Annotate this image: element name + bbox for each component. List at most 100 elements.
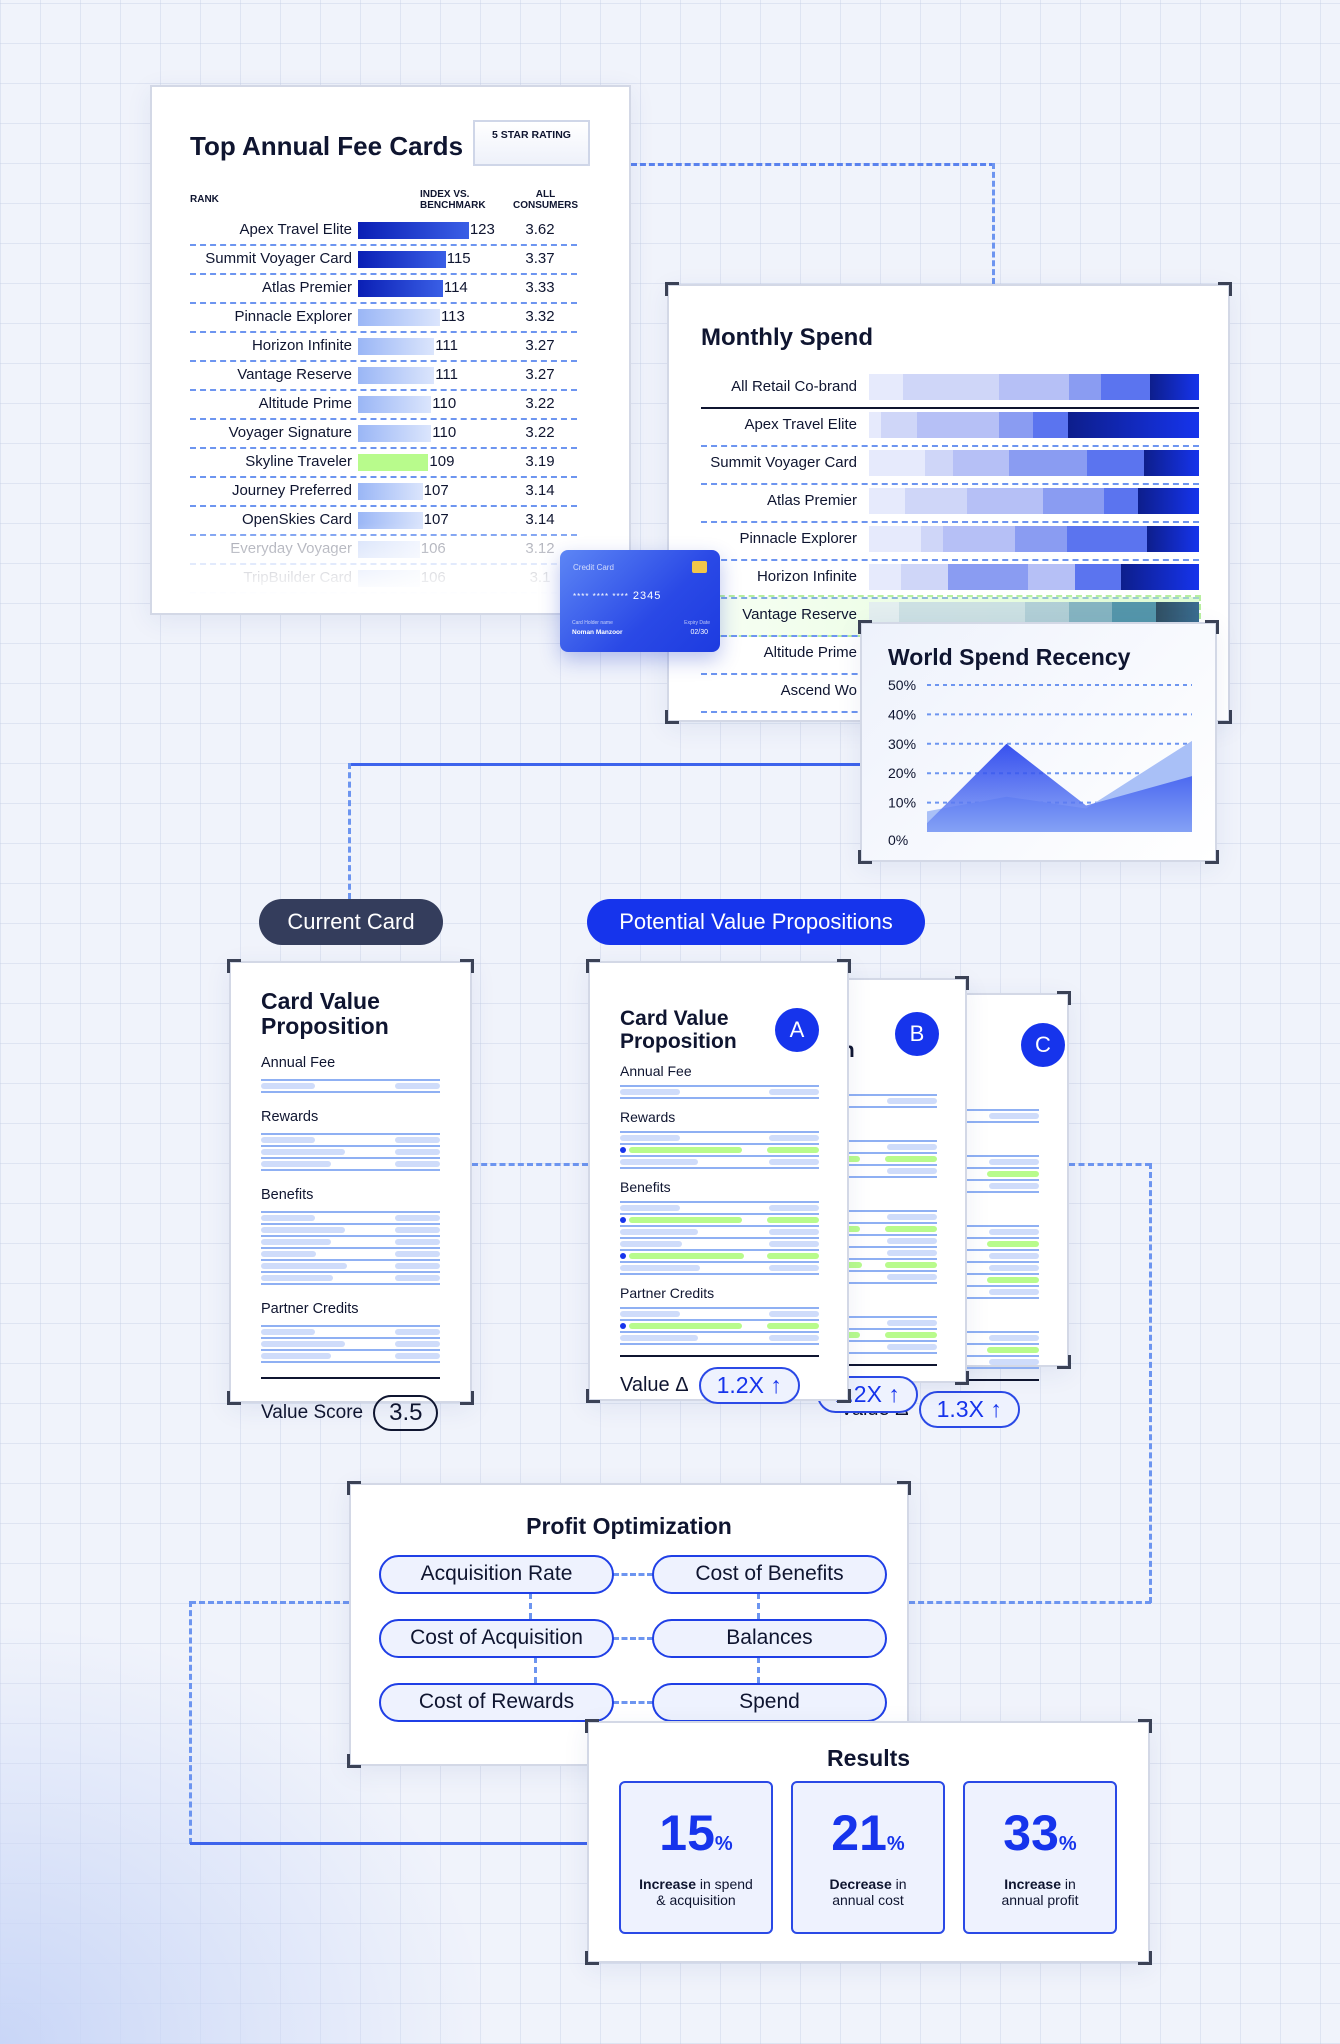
heat-segment xyxy=(925,450,954,476)
caption-line2: annual cost xyxy=(832,1892,904,1908)
placeholder-bar xyxy=(767,1323,819,1329)
dot-icon xyxy=(620,1147,626,1153)
placeholder-bar xyxy=(989,1265,1039,1271)
table-row[interactable]: Summit Voyager Card 115 3.37 xyxy=(190,246,577,275)
area-chart: 50% 40% 30% 20% 10% 0% xyxy=(888,677,1192,848)
section-label: Partner Credits xyxy=(620,1285,715,1301)
cost-of-rewards[interactable]: Cost of Rewards xyxy=(379,1683,614,1722)
spend[interactable]: Spend xyxy=(652,1683,887,1722)
heat-segment xyxy=(943,526,1016,552)
cost-of-acquisition[interactable]: Cost of Acquisition xyxy=(379,1619,614,1658)
placeholder-line xyxy=(620,1237,819,1249)
table-row[interactable]: Apex Travel Elite 123 3.62 xyxy=(190,217,577,246)
placeholder-line xyxy=(620,1307,819,1319)
row-divider xyxy=(701,407,1199,409)
consumers-value: 3.27 xyxy=(525,366,555,383)
table-row[interactable]: Voyager Signature 110 3.22 xyxy=(190,420,577,449)
heat-segment xyxy=(1121,564,1199,590)
placeholder-bar xyxy=(629,1253,745,1259)
placeholder-bar xyxy=(769,1135,819,1141)
card-name: Pinnacle Explorer xyxy=(739,530,857,547)
stat-value: 33% xyxy=(965,1805,1115,1872)
value-proposition-card-a[interactable]: Card Value Proposition A Annual Fee Rewards B… xyxy=(586,959,851,1404)
placeholder-bar xyxy=(620,1265,700,1271)
index-bar xyxy=(358,309,440,326)
heat-segment xyxy=(916,412,999,438)
balances[interactable]: Balances xyxy=(652,1619,887,1658)
consumers-value: 3.27 xyxy=(525,337,555,354)
section-lines xyxy=(261,1325,440,1363)
caption-rest: in xyxy=(891,1876,907,1892)
heat-segment xyxy=(869,564,902,590)
spend-row[interactable]: Apex Travel Elite xyxy=(701,407,1199,447)
panel-title: Top Annual Fee Cards xyxy=(190,131,464,161)
table-row[interactable]: Skyline Traveler 109 3.19 xyxy=(190,449,577,478)
acquisition-rate[interactable]: Acquisition Rate xyxy=(379,1555,614,1594)
value-delta: 1.2X ↑ xyxy=(698,1367,800,1404)
placeholder-bar xyxy=(261,1353,331,1359)
placeholder-line xyxy=(620,1225,819,1237)
placeholder-line xyxy=(261,1337,440,1349)
placeholder-bar xyxy=(395,1263,440,1269)
divider xyxy=(620,1355,819,1357)
line-end xyxy=(620,1097,819,1099)
index-value: 111 xyxy=(435,366,458,383)
potential-value-pill: Potential Value Propositions xyxy=(587,899,925,945)
heat-segment xyxy=(1069,374,1102,400)
placeholder-bar xyxy=(261,1275,333,1281)
spend-row[interactable]: All Retail Co-brand xyxy=(701,369,1199,409)
connector xyxy=(189,1601,192,1844)
caption-bold: Increase xyxy=(1004,1876,1062,1892)
spend-row[interactable]: Atlas Premier xyxy=(701,483,1199,523)
table-row[interactable]: Horizon Infinite 111 3.27 xyxy=(190,333,577,362)
section-label: Annual Fee xyxy=(620,1063,692,1079)
spend-row[interactable]: Horizon Infinite xyxy=(701,559,1199,599)
heat-segment xyxy=(1150,374,1199,400)
placeholder-bar xyxy=(261,1341,346,1347)
dot-icon xyxy=(620,1253,626,1259)
line-end xyxy=(261,1283,440,1285)
heat-segment xyxy=(967,488,1043,514)
index-bar xyxy=(358,338,435,355)
consumers-value: 3.33 xyxy=(525,279,555,296)
card-name: Apex Travel Elite xyxy=(744,416,857,433)
stat-caption: Decrease in annual cost xyxy=(793,1876,943,1908)
spend-row[interactable]: Pinnacle Explorer xyxy=(701,521,1199,561)
credit-card-image: Credit Card **** **** **** 2345 Card Hol… xyxy=(560,550,720,652)
card-number: **** **** **** 2345 xyxy=(573,590,661,602)
card-name: Atlas Premier xyxy=(766,492,857,509)
placeholder-bar xyxy=(887,1214,937,1220)
placeholder-line xyxy=(261,1235,440,1247)
table-row[interactable]: Altitude Prime 110 3.22 xyxy=(190,391,577,420)
placeholder-bar xyxy=(620,1229,698,1235)
heat-segment xyxy=(901,564,949,590)
spend-heat-bar xyxy=(869,488,1199,514)
table-row[interactable]: Journey Preferred 107 3.14 xyxy=(190,478,577,507)
spend-row[interactable]: Summit Voyager Card xyxy=(701,445,1199,485)
title-line: Card Value xyxy=(620,1007,729,1030)
connector xyxy=(1149,1163,1152,1603)
placeholder-bar xyxy=(987,1277,1039,1283)
holder-label: Card Holder name xyxy=(572,620,613,626)
y-tick-label: 10% xyxy=(888,795,916,811)
result-stat: 15% Increase in spend & acquisition xyxy=(619,1781,773,1934)
table-row[interactable]: Atlas Premier 114 3.33 xyxy=(190,275,577,304)
cost-of-benefits[interactable]: Cost of Benefits xyxy=(652,1555,887,1594)
stat-caption: Increase in annual profit xyxy=(965,1876,1115,1908)
table-row[interactable]: Vantage Reserve 111 3.27 xyxy=(190,362,577,391)
placeholder-bar xyxy=(620,1089,680,1095)
row-divider xyxy=(701,559,1199,561)
five-star-rating-button[interactable]: 5 STAR RATING xyxy=(473,120,590,166)
connector xyxy=(909,1601,1151,1604)
connector xyxy=(1069,1163,1151,1166)
heat-segment xyxy=(1028,564,1075,590)
placeholder-bar xyxy=(769,1311,819,1317)
heat-segment xyxy=(1147,526,1199,552)
table-row[interactable]: Pinnacle Explorer 113 3.32 xyxy=(190,304,577,333)
placeholder-bar xyxy=(989,1359,1039,1365)
placeholder-bar xyxy=(767,1147,819,1153)
consumers-value: 3.14 xyxy=(525,482,555,499)
placeholder-bar xyxy=(620,1311,680,1317)
results-panel: Results 15% Increase in spend & acquisitio… xyxy=(585,1719,1152,1965)
